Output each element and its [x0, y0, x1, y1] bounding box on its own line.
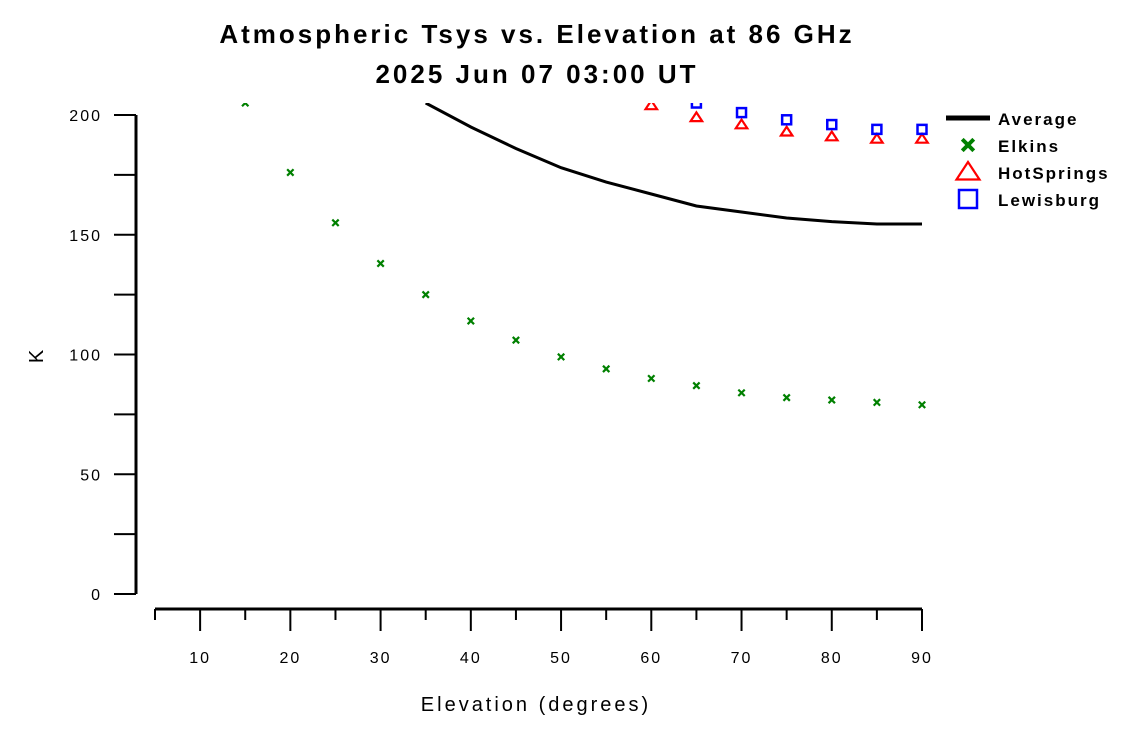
x-tick-label: 70: [731, 650, 753, 667]
legend-swatch-elkins-stroke: [960, 137, 976, 153]
lewisburg-point: [690, 103, 703, 109]
x-tick-label: 90: [911, 650, 933, 667]
elkins-point-stroke: [602, 364, 611, 373]
elkins-point-stroke: [331, 218, 340, 227]
chart-title: Atmospheric Tsys vs. Elevation at 86 GHz: [219, 19, 854, 49]
x-tick-label: 40: [460, 650, 482, 667]
lewisburg-point: [735, 106, 748, 119]
hotsprings-point: [643, 103, 660, 111]
elkins-point: [918, 400, 926, 409]
elkins-point-stroke: [692, 381, 701, 390]
elkins-point-stroke: [241, 103, 247, 108]
x-axis-label: Elevation (degrees): [421, 694, 651, 716]
legend-label-hotsprings: HotSprings: [998, 164, 1110, 183]
legend-label-lewisburg: Lewisburg: [998, 191, 1101, 210]
hotsprings-point: [869, 131, 885, 144]
elkins-point-stroke: [872, 398, 881, 407]
elkins-point: [511, 336, 520, 345]
elkins-point: [782, 393, 791, 402]
y-tick-label: 100: [69, 348, 102, 365]
elkins-point-stroke: [376, 259, 385, 268]
elkins-point: [286, 168, 295, 177]
average-line: [424, 103, 922, 226]
legend-swatch-hotsprings: [954, 159, 982, 181]
elkins-point: [241, 103, 250, 108]
elkins-point-stroke: [286, 168, 295, 177]
elkins-point: [647, 374, 656, 383]
elkins-point-stroke: [782, 393, 791, 402]
x-tick-label: 80: [821, 650, 843, 667]
elkins-point: [827, 396, 836, 404]
elkins-point: [421, 290, 430, 299]
elkins-point-stroke: [511, 336, 520, 345]
elkins-point-stroke: [737, 388, 746, 397]
hotsprings-point: [688, 110, 705, 123]
elkins-point-stroke: [466, 316, 475, 325]
elkins-point: [692, 381, 701, 390]
y-tick-label: 50: [80, 467, 102, 484]
y-tick-label: 150: [69, 228, 102, 245]
elkins-point: [331, 218, 340, 227]
elkins-point: [557, 352, 566, 361]
lewisburg-point: [826, 118, 838, 131]
x-tick-label: 60: [640, 650, 662, 667]
elkins-point: [737, 388, 746, 397]
hotsprings-point: [914, 131, 930, 144]
elkins-point-stroke: [827, 396, 836, 404]
x-tick-label: 30: [370, 650, 392, 667]
elkins-point-stroke: [421, 290, 430, 299]
legend-label-elkins: Elkins: [998, 137, 1060, 156]
elkins-point: [376, 259, 385, 268]
elkins-point-stroke: [918, 400, 926, 409]
x-tick-label: 10: [189, 650, 211, 667]
y-tick-label: 0: [91, 587, 102, 604]
lewisburg-point: [871, 123, 883, 136]
hotsprings-point: [823, 129, 840, 142]
elkins-point: [466, 316, 475, 325]
legend-swatch-elkins: [960, 137, 976, 153]
hotsprings-point: [778, 124, 795, 137]
y-axis-label: K: [26, 347, 48, 363]
lewisburg-point: [916, 123, 928, 136]
chart-subtitle: 2025 Jun 07 03:00 UT: [375, 59, 698, 89]
elkins-point: [602, 364, 611, 373]
legend-label-average: Average: [998, 110, 1078, 129]
x-tick-label: 20: [279, 650, 301, 667]
x-tick-label: 50: [550, 650, 572, 667]
elkins-point: [872, 398, 881, 407]
y-tick-label: 200: [69, 108, 102, 125]
elkins-point-stroke: [647, 374, 656, 383]
hotsprings-point: [733, 117, 750, 130]
lewisburg-point: [780, 114, 793, 126]
legend-swatch-lewisburg: [957, 188, 979, 210]
elkins-point-stroke: [557, 352, 566, 361]
